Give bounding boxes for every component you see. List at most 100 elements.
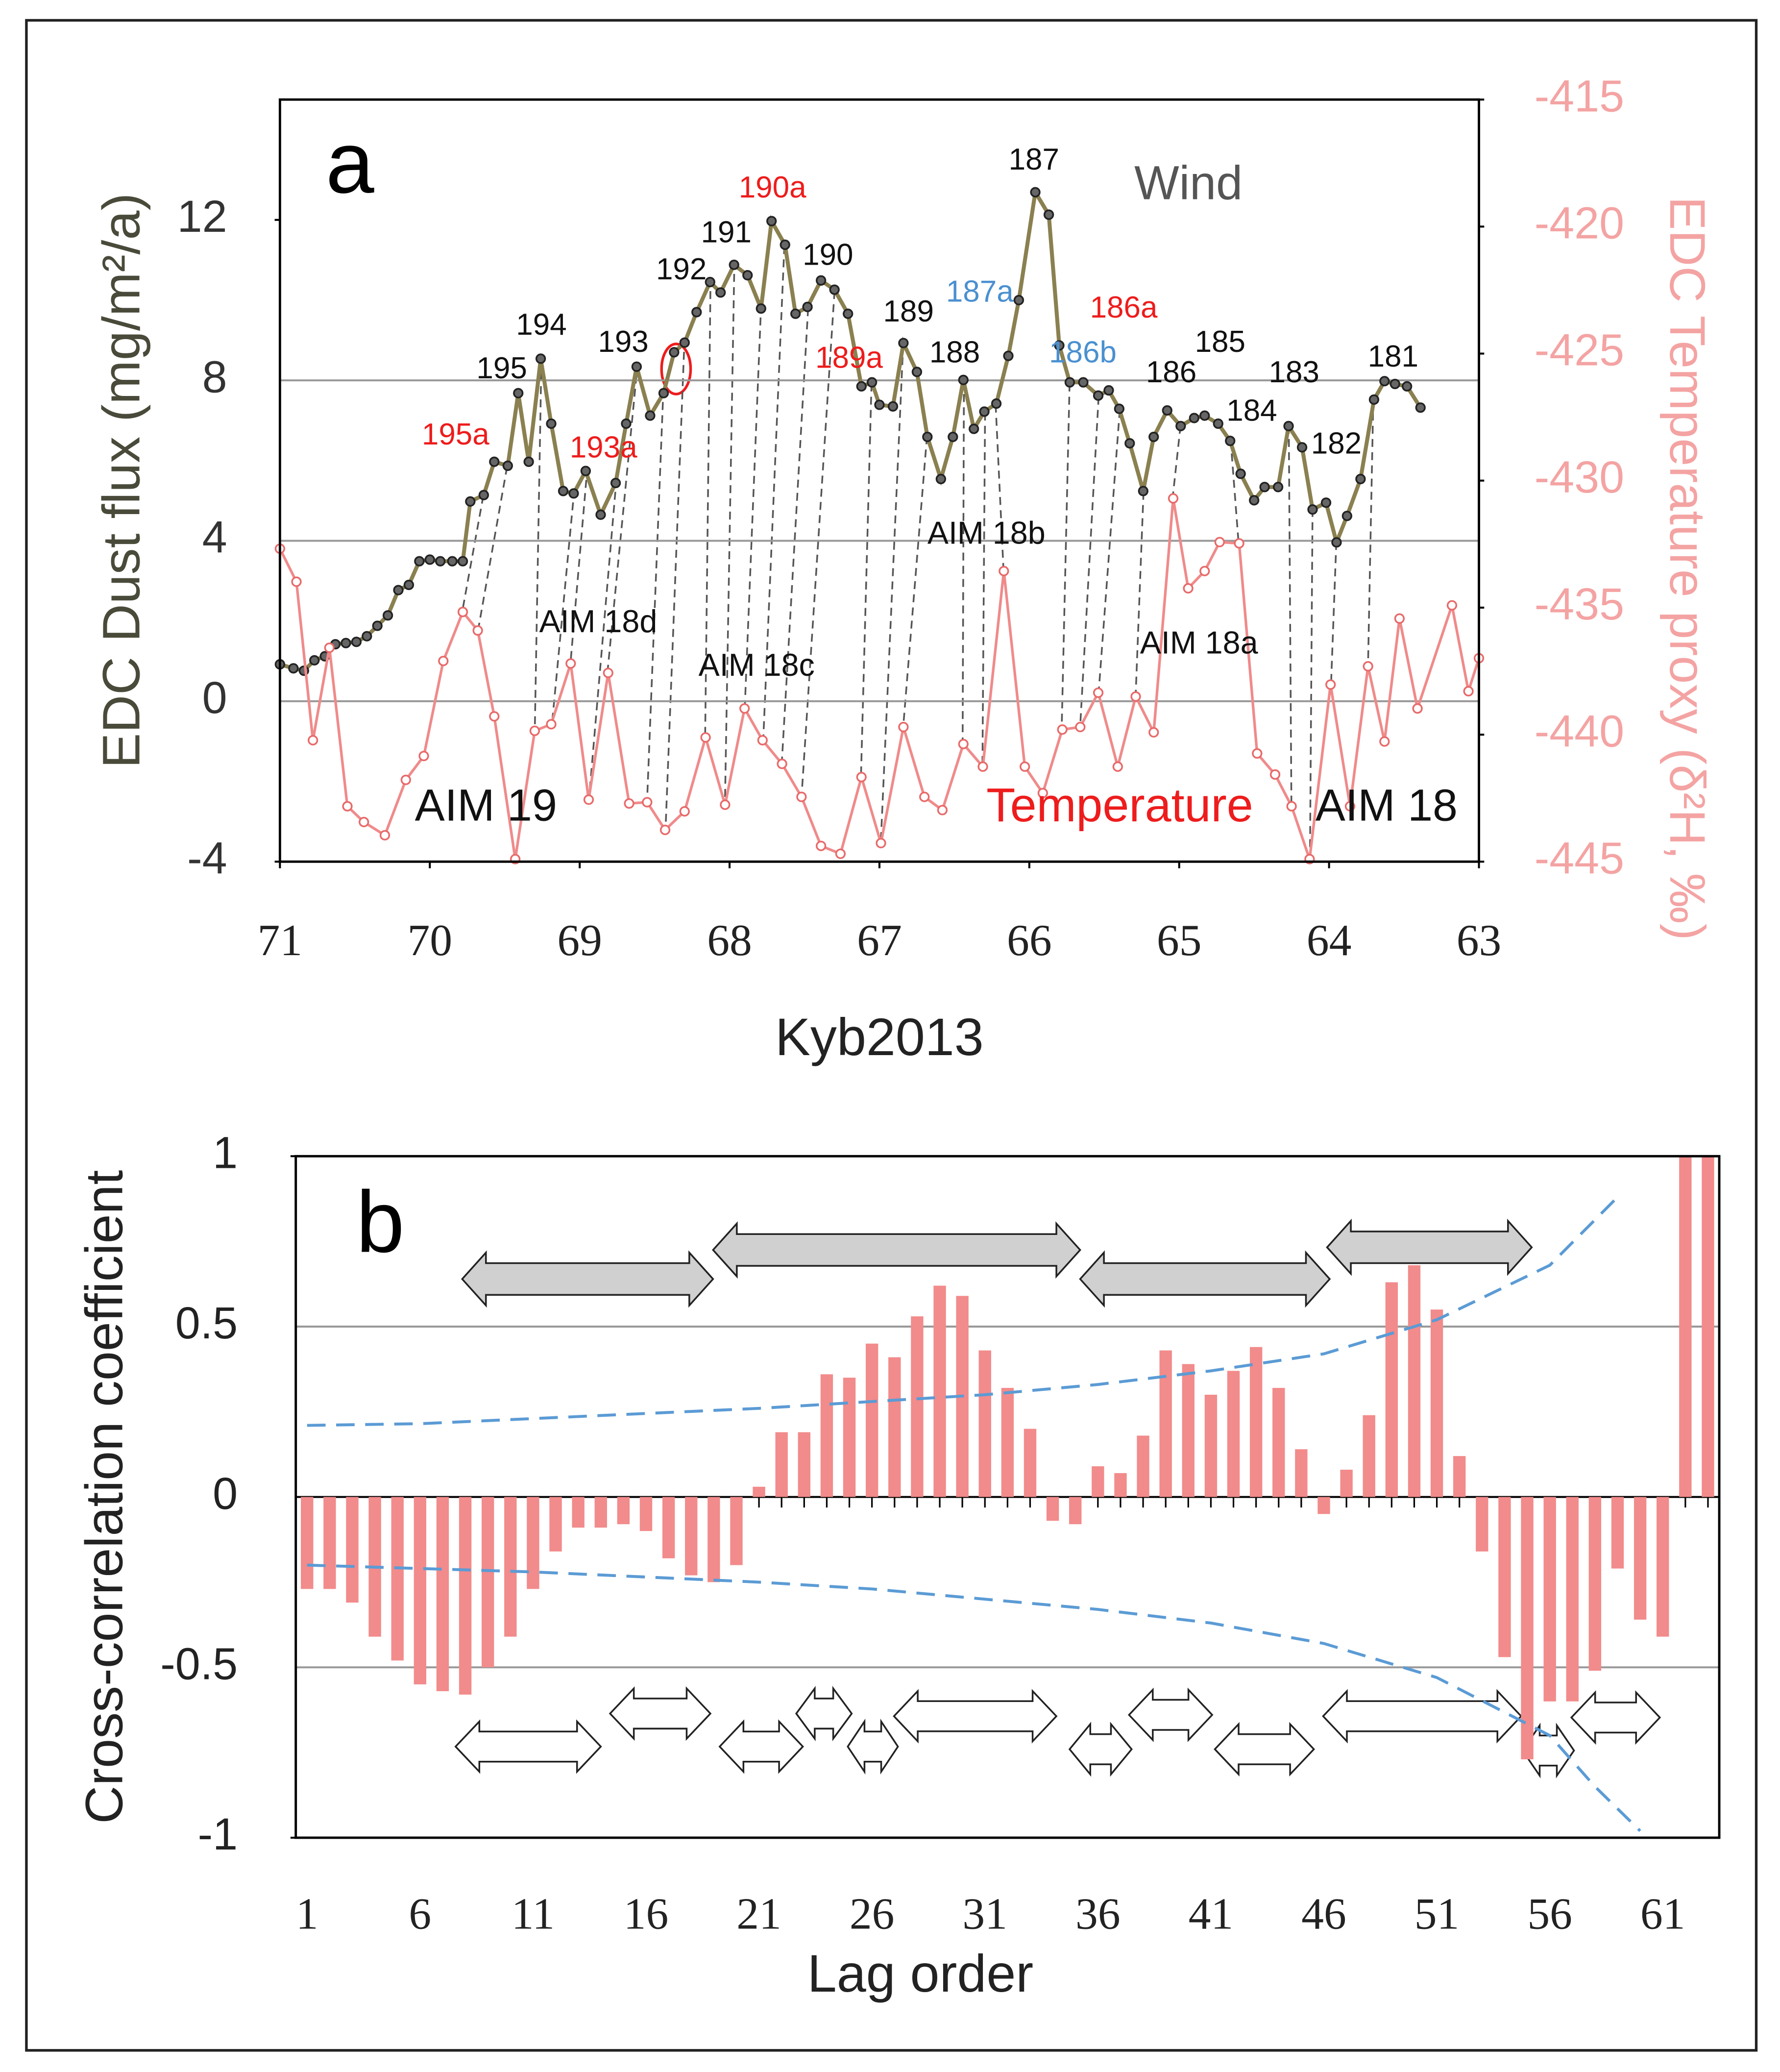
x-tick-label: 46 bbox=[1301, 1888, 1346, 1938]
annotation: AIM 18a bbox=[1140, 624, 1258, 660]
data-point bbox=[1344, 801, 1356, 812]
connector bbox=[607, 375, 637, 673]
data-point bbox=[403, 579, 415, 591]
data-point bbox=[1252, 748, 1263, 759]
connector bbox=[762, 246, 785, 740]
y-tick-label: 1 bbox=[213, 1128, 238, 1178]
annotation: 188 bbox=[929, 336, 980, 370]
x-tick-label: 36 bbox=[1075, 1888, 1121, 1938]
x-tick-label: 66 bbox=[1007, 915, 1052, 965]
annotation: 190a bbox=[739, 171, 806, 204]
data-point bbox=[288, 663, 299, 674]
data-point bbox=[937, 805, 948, 815]
connector bbox=[860, 383, 873, 777]
data-point bbox=[1283, 420, 1294, 432]
bar bbox=[1137, 1435, 1149, 1497]
x-axis-label: Lag order bbox=[807, 1944, 1033, 2003]
bar bbox=[504, 1497, 517, 1637]
bar bbox=[1566, 1497, 1579, 1702]
data-point bbox=[796, 791, 807, 802]
x-tick-label: 67 bbox=[857, 915, 902, 965]
data-point bbox=[1234, 538, 1244, 549]
x-axis-label: Kyb2013 bbox=[775, 1007, 984, 1066]
annotation: 186a bbox=[1090, 291, 1158, 324]
bar bbox=[1634, 1497, 1647, 1620]
data-point bbox=[1325, 679, 1336, 690]
range-arrow bbox=[461, 1250, 714, 1308]
bar bbox=[1182, 1364, 1195, 1497]
x-tick-label: 61 bbox=[1640, 1888, 1685, 1938]
data-point bbox=[1148, 727, 1159, 738]
annotation: 186b bbox=[1049, 336, 1117, 370]
range-arrow bbox=[609, 1686, 712, 1741]
data-point bbox=[1286, 801, 1297, 812]
data-point bbox=[991, 398, 1002, 409]
data-point bbox=[324, 642, 335, 653]
data-point bbox=[958, 374, 969, 385]
data-point bbox=[400, 774, 411, 785]
data-point bbox=[948, 431, 958, 443]
data-point bbox=[1093, 687, 1104, 698]
bar bbox=[933, 1285, 946, 1497]
data-point bbox=[898, 721, 909, 733]
x-tick-label: 6 bbox=[409, 1888, 431, 1938]
data-point bbox=[291, 576, 302, 587]
range-arrow bbox=[718, 1719, 805, 1774]
data-point bbox=[1057, 724, 1068, 735]
data-point bbox=[999, 566, 1009, 576]
annotation: 190 bbox=[803, 238, 853, 271]
bar bbox=[1272, 1388, 1285, 1497]
data-point bbox=[705, 276, 715, 288]
data-point bbox=[342, 801, 353, 812]
annotation: AIM 18b bbox=[927, 515, 1046, 551]
data-point bbox=[979, 406, 990, 417]
connector bbox=[995, 404, 1005, 571]
bar bbox=[1046, 1497, 1059, 1521]
y-tick-label: 12 bbox=[177, 192, 227, 242]
connector bbox=[534, 360, 542, 731]
y2-tick-label: -445 bbox=[1535, 833, 1624, 883]
data-point bbox=[1320, 497, 1332, 508]
annotation: 184 bbox=[1226, 394, 1277, 427]
data-point bbox=[359, 816, 369, 828]
data-point bbox=[1415, 402, 1426, 413]
data-point bbox=[729, 259, 739, 271]
y2-tick-label: -420 bbox=[1535, 198, 1624, 248]
confidence-band bbox=[307, 1563, 1641, 1832]
bar bbox=[1159, 1350, 1172, 1497]
x-tick-label: 56 bbox=[1527, 1888, 1572, 1938]
annotation: 187 bbox=[1009, 143, 1059, 176]
data-point bbox=[362, 631, 372, 641]
range-arrow bbox=[454, 1719, 602, 1774]
data-point bbox=[1064, 377, 1075, 388]
range-arrow bbox=[711, 1221, 1081, 1279]
bar bbox=[1521, 1497, 1534, 1760]
data-point bbox=[393, 585, 404, 595]
connector bbox=[1135, 492, 1145, 697]
data-point bbox=[829, 284, 840, 295]
data-point bbox=[658, 388, 669, 398]
y2-tick-label: -440 bbox=[1535, 706, 1624, 756]
bar bbox=[1317, 1497, 1330, 1514]
plot-frame bbox=[294, 1155, 1721, 1839]
y2-axis-label: EDC Temperature proxy (δ²H, ‰) bbox=[1659, 197, 1716, 940]
data-point bbox=[418, 750, 429, 762]
data-point bbox=[1093, 390, 1104, 401]
annotation: 181 bbox=[1368, 340, 1418, 373]
range-arrow bbox=[795, 1686, 853, 1742]
data-point bbox=[911, 367, 923, 377]
data-point bbox=[1402, 381, 1413, 392]
data-point bbox=[372, 620, 383, 631]
data-point bbox=[815, 275, 827, 286]
x-tick-label: 70 bbox=[407, 915, 452, 965]
data-point bbox=[1214, 537, 1225, 547]
bar bbox=[707, 1497, 720, 1582]
data-point bbox=[631, 361, 642, 372]
data-point bbox=[438, 656, 449, 666]
connector bbox=[1097, 410, 1121, 693]
data-point bbox=[1030, 187, 1041, 197]
y-axis-label: EDC Dust flux (mg/m²/a) bbox=[92, 193, 151, 768]
x-tick-label: 21 bbox=[736, 1888, 781, 1938]
annotation: 182 bbox=[1311, 427, 1362, 461]
data-point bbox=[691, 307, 702, 318]
